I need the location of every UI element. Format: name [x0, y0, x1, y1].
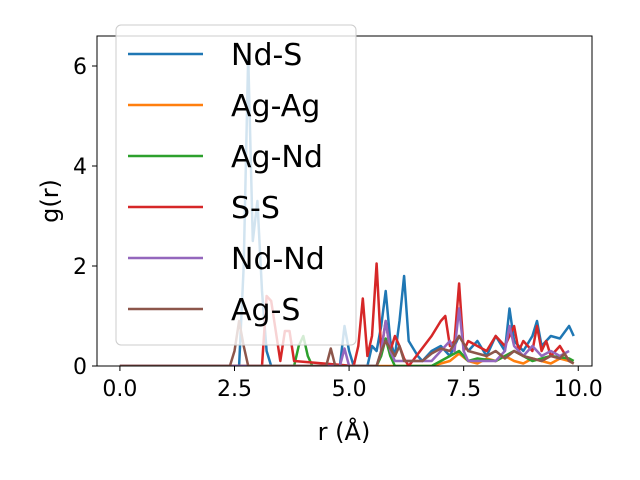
- series-line-3: [119, 262, 571, 366]
- legend-label-4: Nd-Nd: [231, 242, 325, 277]
- legend: Nd-S Ag-Ag Ag-Nd S-S Nd-Nd Ag-S: [115, 24, 357, 346]
- y-tick-label: 2: [73, 255, 87, 280]
- legend-label-1: Ag-Ag: [231, 89, 320, 124]
- x-axis: 0.0 2.5 5.0 7.5 10.0: [102, 366, 603, 402]
- y-axis-label: g(r): [36, 179, 64, 223]
- series-line-0: [119, 54, 575, 366]
- series-line-5: [119, 319, 575, 366]
- x-tick-label: 0.0: [102, 377, 137, 402]
- legend-label-3: S-S: [231, 191, 280, 226]
- x-tick-label: 5.0: [332, 377, 367, 402]
- legend-label-2: Ag-Nd: [231, 140, 323, 175]
- y-tick-label: 0: [73, 355, 87, 380]
- y-axis: 0 2 4 6: [73, 55, 97, 380]
- x-axis-label: r (Å): [318, 417, 371, 446]
- y-tick-label: 6: [73, 55, 87, 80]
- legend-label-5: Ag-S: [231, 293, 300, 328]
- series-layer: [119, 54, 575, 366]
- x-tick-label: 2.5: [217, 377, 252, 402]
- y-tick-label: 4: [73, 155, 87, 180]
- x-tick-label: 7.5: [446, 377, 481, 402]
- x-tick-label: 10.0: [554, 377, 603, 402]
- legend-label-0: Nd-S: [231, 38, 302, 73]
